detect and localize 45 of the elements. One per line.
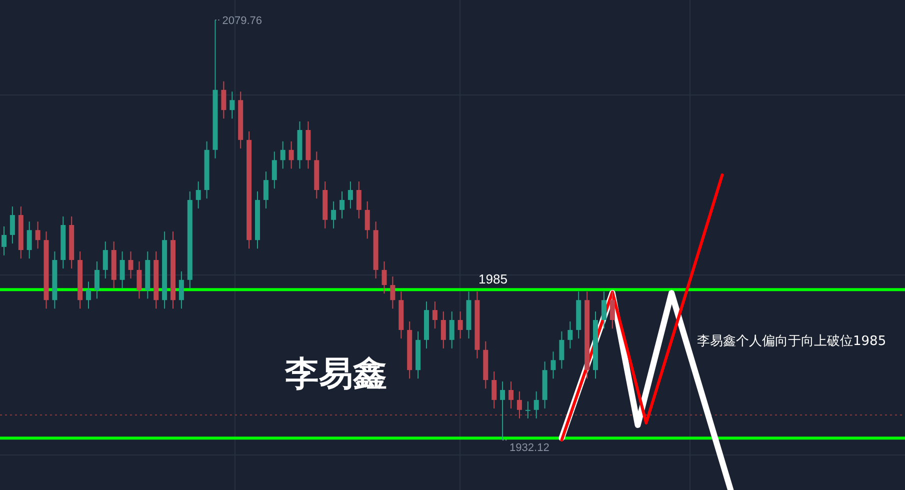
candlestick — [534, 390, 539, 419]
annotation: 李易鑫个人偏向于向上破位1985 — [697, 334, 886, 349]
ref-line-label: 1985 — [478, 272, 508, 287]
candlestick — [559, 330, 564, 370]
candlestick — [390, 276, 396, 310]
candlestick — [449, 310, 454, 349]
candlestick — [440, 310, 446, 349]
candlestick — [94, 260, 100, 300]
candlestick — [458, 310, 463, 339]
candlestick — [550, 351, 556, 380]
candlestick — [120, 250, 125, 289]
candlestick — [601, 291, 606, 330]
annotation: 李易鑫 — [284, 354, 387, 394]
candlestick — [35, 221, 40, 250]
candlestick — [272, 151, 277, 190]
candlestick — [568, 320, 573, 349]
candlestick — [610, 291, 615, 330]
candlestick — [356, 180, 362, 219]
candlestick — [525, 400, 530, 419]
candlestick — [136, 260, 142, 300]
annotation: 2079.76 — [222, 15, 262, 27]
candlestick — [364, 200, 370, 240]
candlestick — [516, 390, 522, 419]
candlestick — [230, 91, 235, 120]
candlestick — [178, 270, 184, 310]
candlestick — [86, 281, 91, 310]
candlestick — [432, 301, 438, 330]
candlestick — [2, 226, 6, 256]
candlestick — [221, 80, 226, 120]
candlestick — [10, 206, 15, 244]
candlestick — [196, 180, 201, 209]
text: 1932.12 — [510, 442, 550, 454]
candlestick — [348, 180, 353, 209]
candlestick — [26, 221, 32, 260]
candlestick — [492, 371, 497, 409]
candlestick — [263, 171, 268, 209]
candlestick — [288, 140, 294, 170]
candlestick — [508, 380, 514, 409]
candlestick — [500, 380, 506, 440]
candlestick — [340, 190, 344, 219]
candlestick — [331, 200, 336, 229]
candlestick — [102, 240, 108, 279]
candlestick — [382, 260, 387, 294]
candlestick — [128, 250, 134, 279]
candlestick — [280, 140, 286, 170]
